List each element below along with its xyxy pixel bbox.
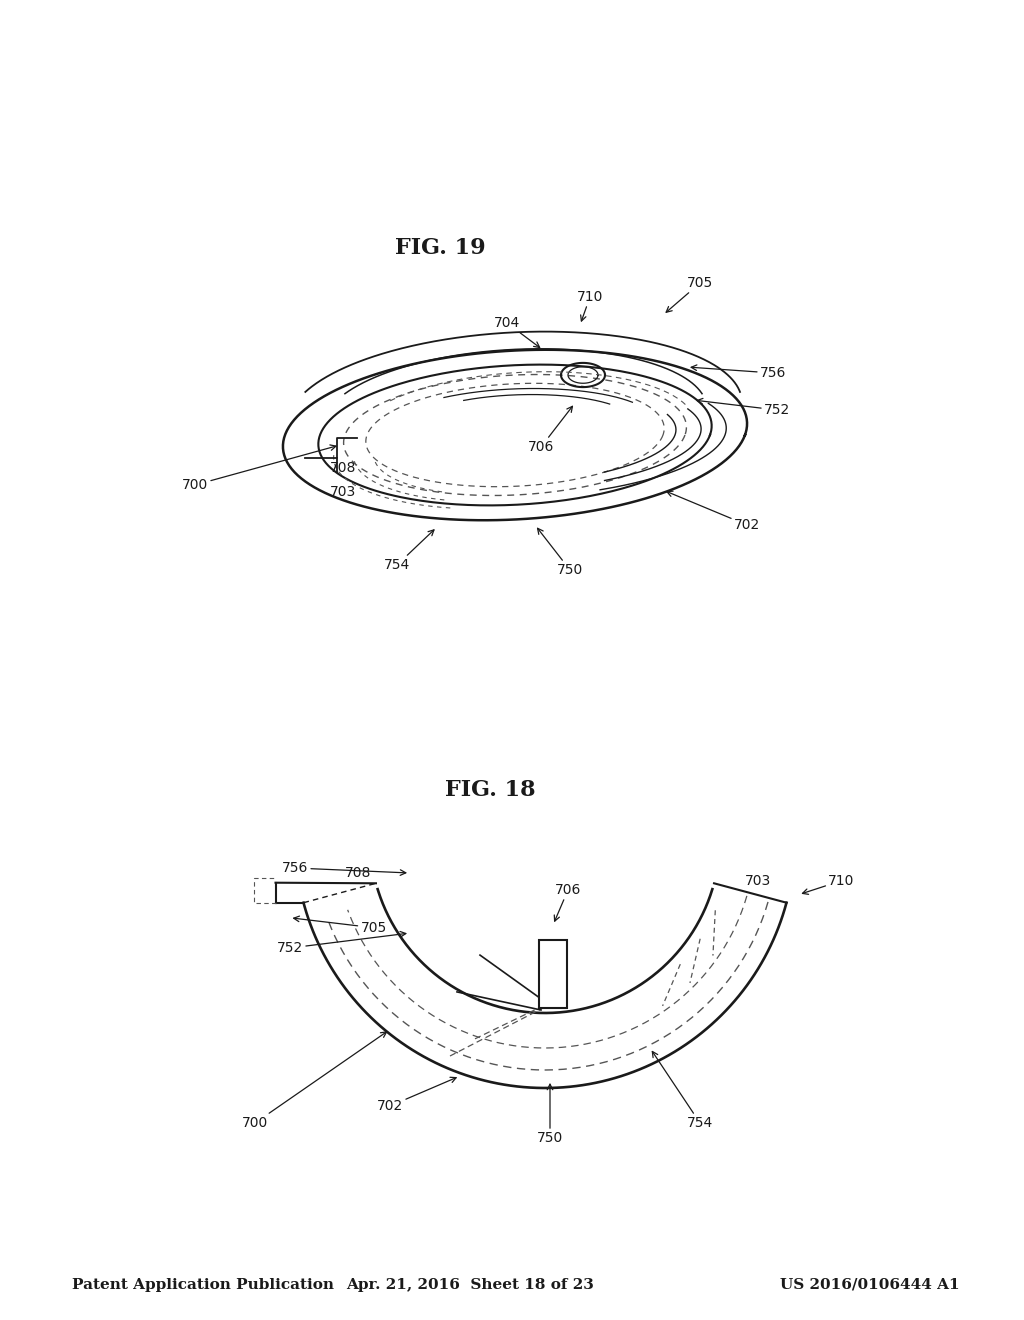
Text: 706: 706 [554,883,582,921]
Text: 700: 700 [182,445,336,492]
Text: 702: 702 [667,491,760,532]
Text: 705: 705 [667,276,713,313]
Text: 710: 710 [803,874,855,895]
Text: US 2016/0106444 A1: US 2016/0106444 A1 [780,1278,961,1292]
Text: 756: 756 [282,861,406,875]
Text: 704: 704 [494,315,540,347]
Text: 708: 708 [330,461,356,475]
Text: FIG. 18: FIG. 18 [444,779,536,801]
Text: 700: 700 [242,1032,387,1130]
Text: Apr. 21, 2016  Sheet 18 of 23: Apr. 21, 2016 Sheet 18 of 23 [346,1278,594,1292]
Text: FIG. 19: FIG. 19 [394,238,485,259]
Text: 708: 708 [345,866,372,879]
Text: 706: 706 [527,407,572,454]
Text: 705: 705 [294,916,387,935]
Text: 750: 750 [537,1084,563,1144]
Text: 752: 752 [697,399,791,417]
Text: 710: 710 [577,290,603,321]
Text: 754: 754 [384,529,434,572]
Text: 752: 752 [276,932,406,954]
Text: 754: 754 [652,1052,713,1130]
Text: 702: 702 [377,1077,456,1113]
Text: 703: 703 [330,484,356,499]
Text: 703: 703 [745,874,772,888]
Text: 750: 750 [538,528,583,577]
Text: 756: 756 [691,364,786,380]
Text: Patent Application Publication: Patent Application Publication [72,1278,334,1292]
FancyBboxPatch shape [539,940,567,1008]
